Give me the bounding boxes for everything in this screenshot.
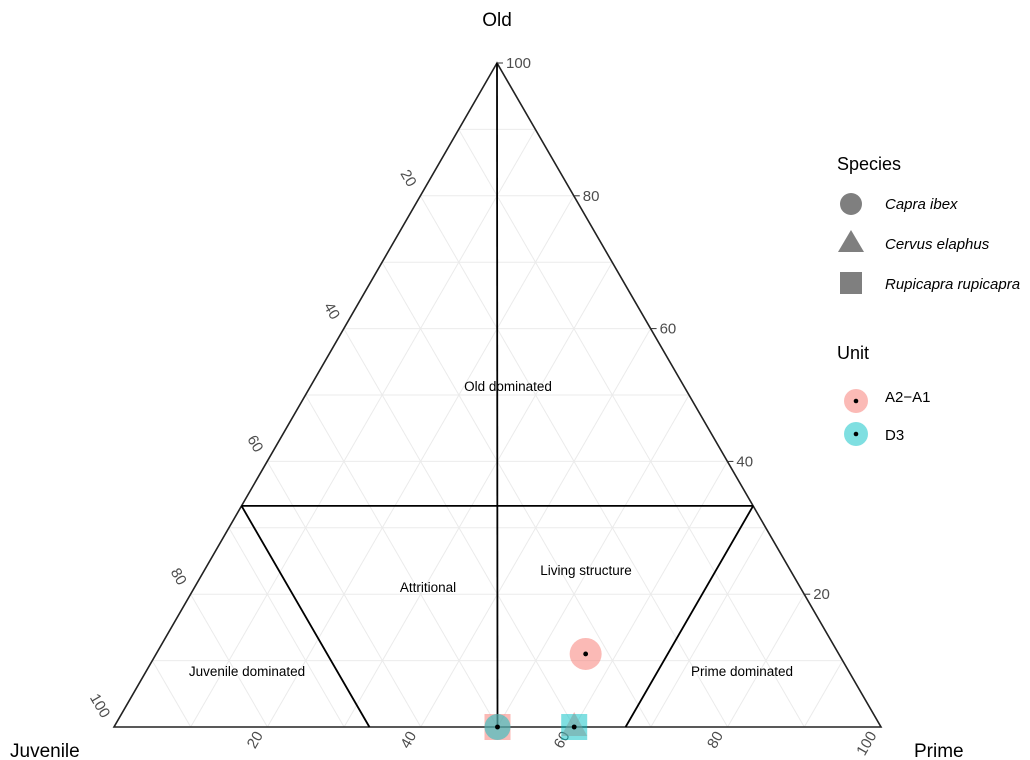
tick-label-prime: 20 bbox=[244, 729, 267, 752]
grid-line-prime bbox=[190, 129, 536, 728]
tick-label-juvenile: 80 bbox=[167, 565, 190, 588]
region-label-attritional: Attritional bbox=[400, 580, 456, 595]
legend-item-d3: D3 bbox=[885, 427, 904, 444]
tick-label-prime: 40 bbox=[397, 729, 420, 752]
region-label-living-structure: Living structure bbox=[540, 563, 632, 578]
tick-label-juvenile: 100 bbox=[86, 691, 113, 721]
data-point-center-dot bbox=[583, 651, 589, 657]
grid-line-prime bbox=[803, 660, 844, 728]
region-boundary-line bbox=[624, 505, 754, 728]
region-boundaries bbox=[240, 62, 754, 728]
grid-line-juvenile bbox=[151, 660, 192, 728]
legend: Species Capra ibex Cervus elaphus Rupica… bbox=[837, 154, 1020, 446]
legend-item-rupicapra-rupicapra: Rupicapra rupicapra bbox=[885, 276, 1020, 293]
grid-line-juvenile bbox=[381, 261, 652, 728]
legend-item-a2-a1: A2−A1 bbox=[885, 389, 930, 406]
tick-label-old: 60 bbox=[660, 321, 677, 338]
grid-line-juvenile bbox=[305, 394, 498, 728]
data-points bbox=[484, 637, 602, 740]
tick-labels: 202020404040606060808080100100100 bbox=[86, 55, 880, 759]
legend-item-capra-ibex: Capra ibex bbox=[885, 196, 958, 213]
tick-label-juvenile: 40 bbox=[320, 300, 343, 323]
tick-label-old: 40 bbox=[736, 453, 753, 470]
grid-line-juvenile bbox=[190, 593, 268, 728]
region-boundary-line bbox=[240, 505, 371, 728]
region-label-prime-dominated: Prime dominated bbox=[691, 664, 793, 679]
tick-label-juvenile: 20 bbox=[397, 167, 420, 190]
region-boundary-line bbox=[496, 62, 499, 728]
legend-key-dot bbox=[853, 398, 859, 404]
tick-label-old: 80 bbox=[583, 188, 600, 205]
region-label-juvenile-dominated: Juvenile dominated bbox=[189, 664, 305, 679]
tick-label-prime: 100 bbox=[853, 729, 880, 759]
legend-title-species: Species bbox=[837, 154, 901, 174]
grid-line-prime bbox=[650, 527, 767, 728]
legend-key-triangle bbox=[838, 230, 864, 252]
region-label-old-dominated: Old dominated bbox=[464, 379, 552, 394]
grid-line-juvenile bbox=[228, 527, 345, 728]
grid-line-prime bbox=[727, 593, 805, 728]
axis-label-prime: Prime bbox=[914, 741, 964, 760]
legend-key-circle bbox=[840, 193, 862, 215]
grid-line-prime bbox=[497, 394, 690, 728]
tick-label-old: 20 bbox=[813, 586, 830, 603]
legend-title-unit: Unit bbox=[837, 343, 869, 363]
grid-line-prime bbox=[343, 261, 613, 728]
tick-label-juvenile: 60 bbox=[243, 432, 266, 455]
axis-label-juvenile: Juvenile bbox=[10, 741, 80, 760]
axis-label-old: Old bbox=[482, 10, 512, 31]
tick-label-old: 100 bbox=[506, 55, 531, 72]
grid-line-juvenile bbox=[458, 129, 805, 728]
legend-key-dot bbox=[853, 431, 859, 437]
legend-key-square bbox=[840, 272, 862, 294]
legend-item-cervus-elaphus: Cervus elaphus bbox=[885, 236, 990, 253]
data-point-center-dot bbox=[495, 724, 500, 730]
data-point-center-dot bbox=[571, 724, 577, 730]
tick-label-prime: 80 bbox=[704, 729, 727, 752]
